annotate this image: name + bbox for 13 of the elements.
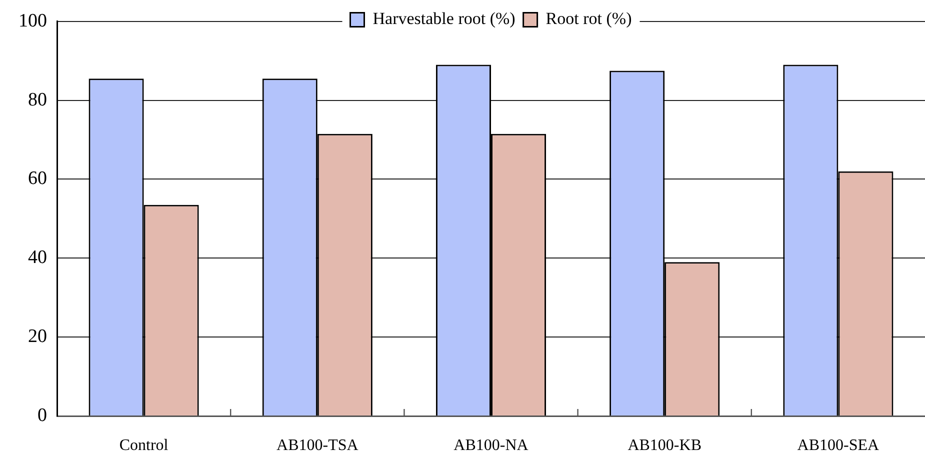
y-tick-label: 20: [28, 326, 47, 348]
x-tick-label: AB100-TSA: [276, 436, 359, 454]
y-tick-label: 40: [28, 247, 47, 268]
y-tick-label: 100: [18, 10, 47, 32]
y-tick-label: 0: [38, 404, 47, 426]
x-tick-label: AB100-NA: [454, 436, 529, 454]
legend-label: Root rot (%): [546, 9, 632, 28]
x-tick-label: AB100-SEA: [797, 436, 880, 454]
y-tick-label: 80: [28, 89, 47, 110]
x-tick-label: Control: [119, 436, 169, 454]
x-tick-label: AB100-KB: [628, 436, 702, 454]
y-tick-label: 60: [28, 168, 47, 190]
legend-label: Harvestable root (%): [372, 9, 516, 28]
